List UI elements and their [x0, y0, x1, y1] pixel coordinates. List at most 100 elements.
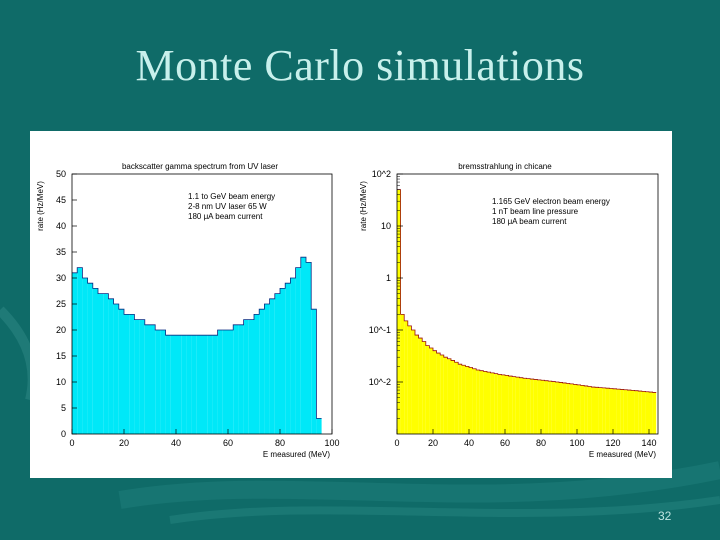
right-bar	[631, 390, 635, 434]
right-bar	[638, 391, 642, 434]
right-bar	[580, 385, 585, 434]
left-bar	[228, 330, 234, 434]
left-ytick-label: 15	[56, 351, 66, 361]
left-bar	[176, 335, 182, 434]
slide-title: Monte Carlo simulations	[135, 41, 585, 90]
right-bar	[422, 341, 426, 434]
right-bar	[407, 325, 412, 434]
left-chart: backscatter gamma spectrum from UV laser…	[36, 162, 340, 459]
right-xtick-label: 20	[428, 438, 438, 448]
left-ytick-label: 25	[56, 299, 66, 309]
right-bar	[400, 314, 405, 434]
right-bar	[566, 383, 570, 434]
left-bar	[269, 298, 275, 434]
right-bar	[494, 373, 498, 434]
right-bar	[616, 389, 621, 434]
left-bar	[207, 335, 213, 434]
right-chart-bars	[397, 189, 657, 434]
left-bar	[124, 314, 130, 434]
right-bar	[544, 380, 549, 434]
left-histogram-outline	[72, 256, 322, 419]
right-bar	[519, 377, 523, 434]
right-ytick-label: 10^-1	[369, 325, 391, 335]
right-bar	[533, 379, 538, 434]
right-bar	[609, 388, 613, 434]
right-bar	[425, 345, 430, 434]
left-bar	[311, 309, 317, 434]
left-bar	[254, 314, 260, 434]
right-bar	[613, 388, 617, 434]
right-bar	[652, 392, 657, 434]
right-chart: bremsstrahlung in chicane rate (Hz/MeV) …	[359, 162, 659, 459]
left-xtick-label: 100	[324, 438, 339, 448]
left-bar	[290, 278, 296, 434]
left-bar	[181, 335, 187, 434]
right-bar	[598, 387, 603, 434]
right-xtick-label: 40	[464, 438, 474, 448]
right-bar	[548, 381, 552, 434]
right-xtick-label: 60	[500, 438, 510, 448]
right-bar	[476, 370, 480, 434]
right-bar	[562, 382, 567, 434]
right-bar	[641, 391, 646, 434]
left-chart-ylabel: rate (Hz/MeV)	[36, 181, 45, 231]
right-bar	[415, 335, 419, 434]
left-bar	[196, 335, 202, 434]
left-ytick-label: 0	[61, 429, 66, 439]
left-ytick-label: 50	[56, 169, 66, 179]
left-bar	[191, 335, 197, 434]
right-bar	[469, 367, 473, 434]
left-ytick-label: 10	[56, 377, 66, 387]
right-bar	[634, 390, 639, 434]
right-ytick-label: 1	[386, 273, 391, 283]
right-bar	[512, 376, 516, 434]
right-bar	[645, 391, 649, 434]
right-chart-xlabel: E measured (MeV)	[589, 450, 656, 459]
left-chart-bars	[72, 256, 322, 434]
right-plot-frame	[396, 173, 659, 435]
left-bar	[222, 330, 228, 434]
right-bar	[487, 372, 491, 434]
right-chart-axes: 10^2 10 1 10^-1 10^-2 0 20 40 60 80 100 120 140	[369, 169, 659, 448]
right-ytick-label: 10^-2	[369, 377, 391, 387]
left-ytick-label: 20	[56, 325, 66, 335]
right-bar	[555, 382, 559, 434]
right-bar	[627, 390, 631, 434]
right-bar	[497, 374, 502, 434]
left-bar	[306, 262, 312, 434]
left-bar	[259, 309, 265, 434]
right-histogram-outline	[397, 189, 657, 393]
right-bar	[461, 365, 466, 434]
right-xtick-label: 120	[605, 438, 620, 448]
left-bar	[165, 335, 171, 434]
left-bar	[92, 288, 98, 434]
right-bar	[458, 364, 462, 434]
left-bar	[77, 267, 83, 434]
left-bar	[118, 309, 124, 434]
right-bar	[508, 376, 513, 434]
left-ytick-label: 35	[56, 247, 66, 257]
left-bar	[285, 283, 291, 434]
left-bar	[87, 283, 93, 434]
right-bar	[526, 378, 531, 434]
left-xtick-label: 20	[119, 438, 129, 448]
left-bar	[113, 304, 119, 434]
right-bar	[501, 374, 505, 434]
right-xtick-label: 0	[394, 438, 399, 448]
right-bar	[505, 375, 509, 434]
right-bar	[418, 338, 423, 434]
right-bar	[573, 384, 577, 434]
left-bar	[280, 288, 286, 434]
slide-number: 32	[658, 509, 672, 523]
left-bar	[129, 314, 135, 434]
left-bar	[212, 335, 218, 434]
right-bar	[605, 388, 610, 434]
left-xtick-label: 40	[171, 438, 181, 448]
left-bar	[238, 324, 244, 434]
left-annotation: 1.1 to GeV beam energy	[188, 192, 275, 201]
left-bar	[144, 324, 150, 434]
right-bar	[559, 382, 563, 434]
left-bar	[103, 293, 109, 434]
